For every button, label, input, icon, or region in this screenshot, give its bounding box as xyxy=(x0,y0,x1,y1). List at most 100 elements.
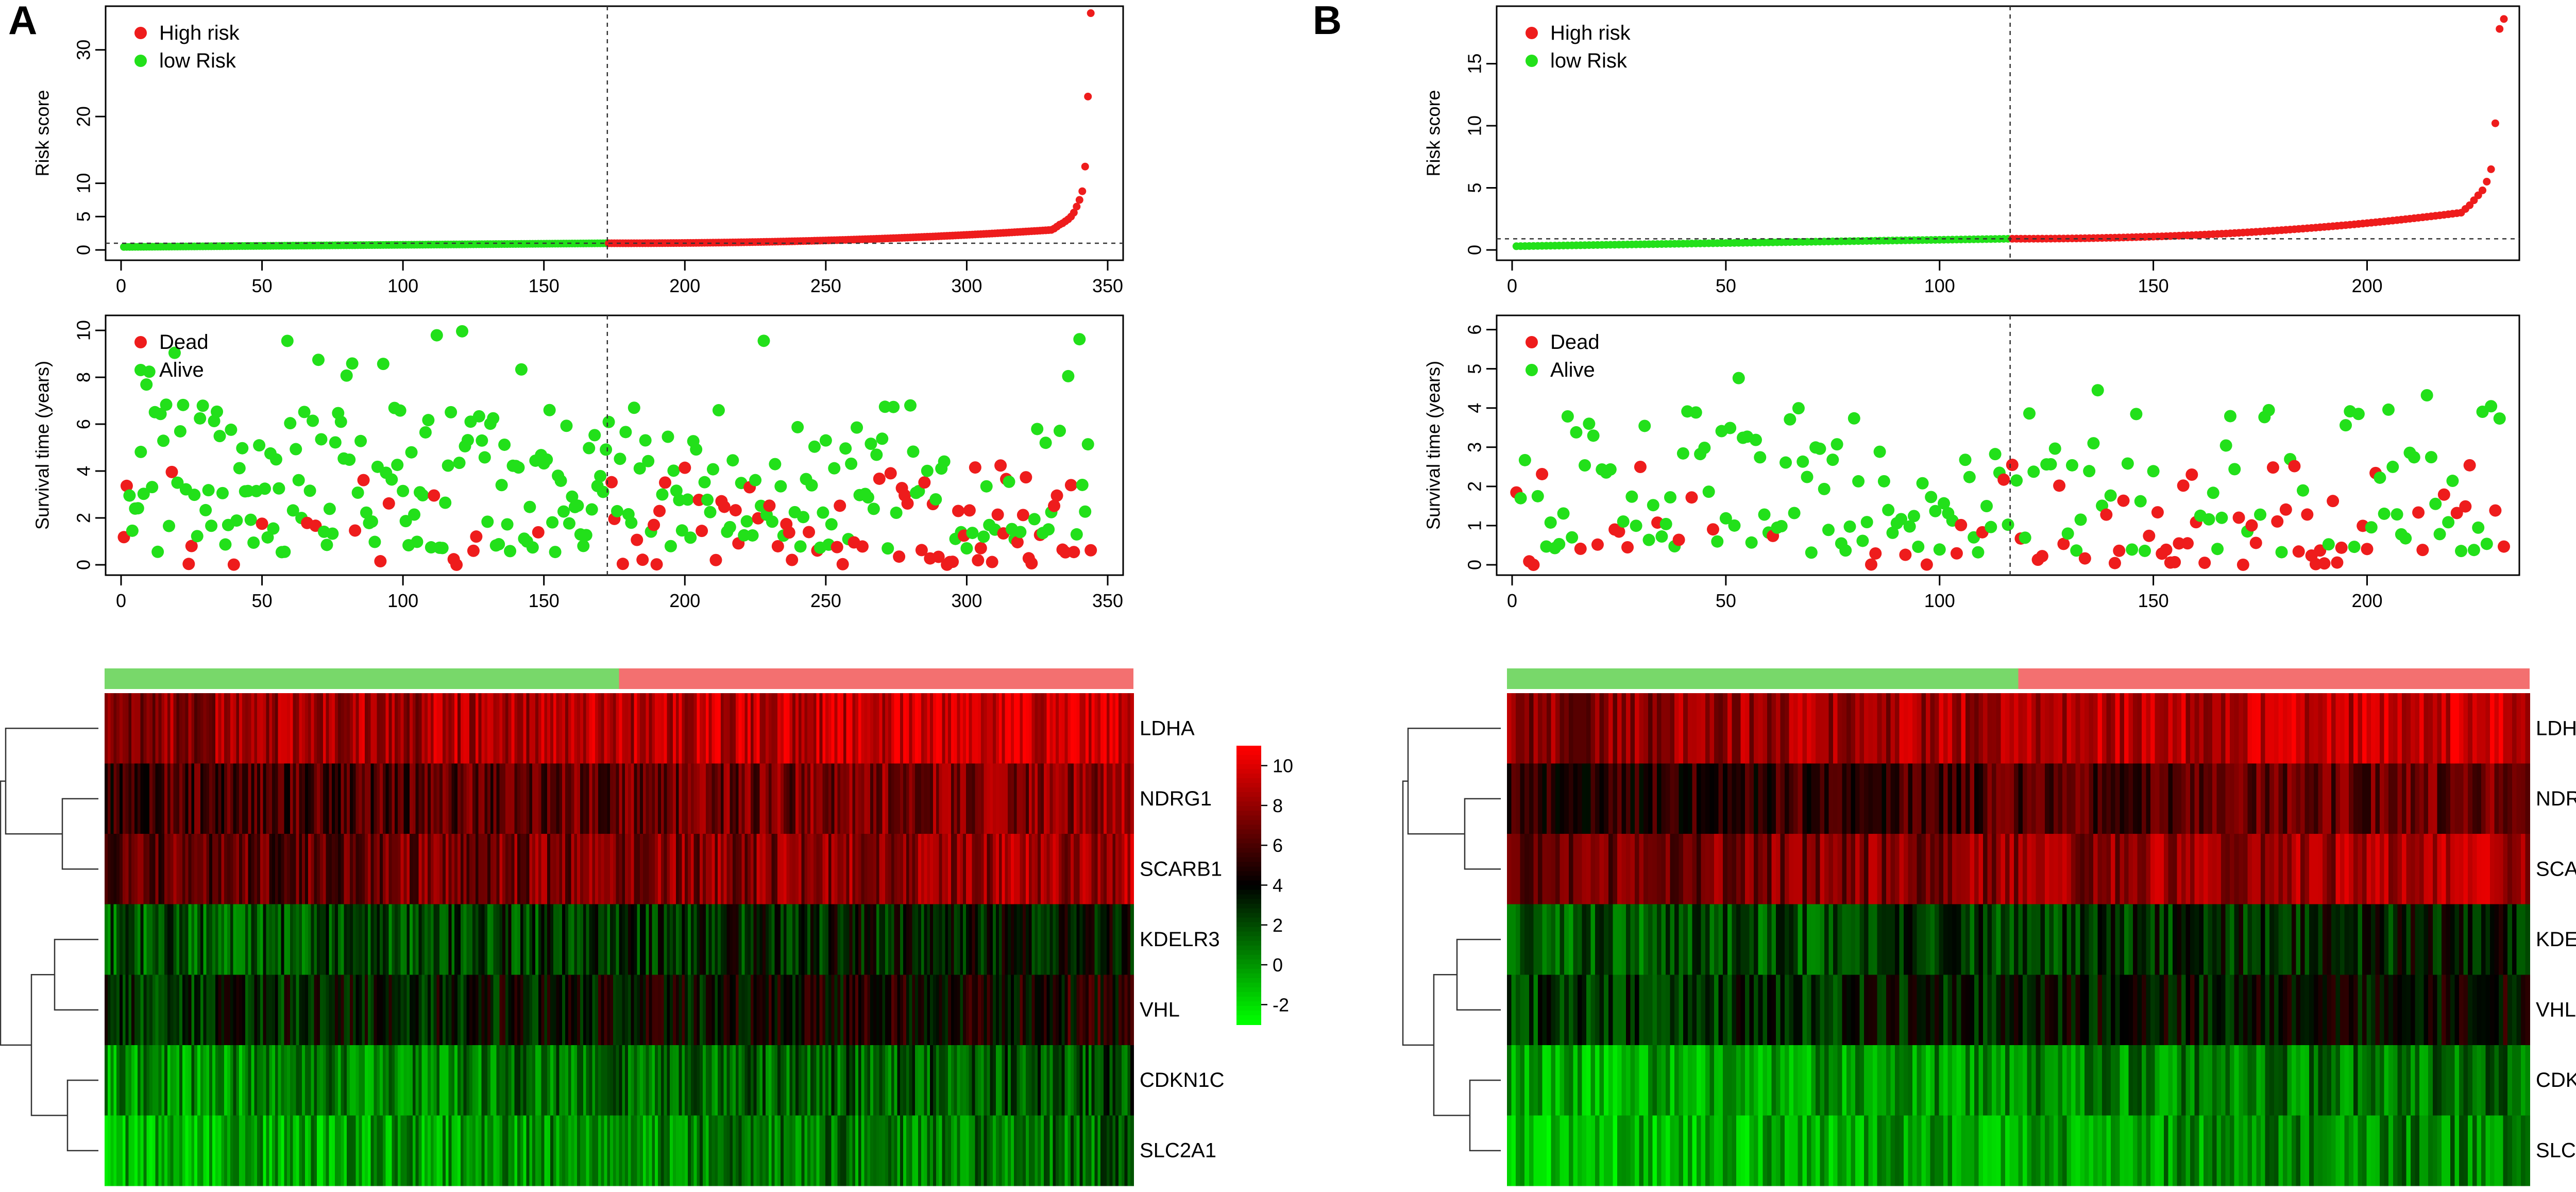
panel-b-heatmap-cell xyxy=(2318,763,2323,834)
panel-a-heatmap-cell xyxy=(589,975,593,1046)
panel-a-survival-point xyxy=(845,457,858,470)
panel-a-heatmap-cell xyxy=(610,975,614,1046)
panel-b-heatmap-cell xyxy=(2185,834,2191,905)
panel-b-heatmap-cell xyxy=(1978,763,1984,834)
panel-a-heatmap-cell xyxy=(496,1045,500,1116)
panel-a-heatmap-cell xyxy=(523,763,527,834)
panel-a-heatmap-cell xyxy=(490,1115,494,1186)
panel-a-heatmap-cell xyxy=(1008,904,1011,975)
panel-a-heatmap-cell xyxy=(170,975,174,1046)
panel-a-heatmap-cell xyxy=(1100,763,1104,834)
panel-a-heatmap-cell xyxy=(990,1115,993,1186)
panel-b-heatmap-cell xyxy=(2349,975,2354,1046)
panel-b-risk-frame xyxy=(1496,5,2520,261)
panel-a-heatmap-cell xyxy=(819,975,823,1046)
panel-a-heatmap-cell xyxy=(945,1045,948,1116)
panel-b-risk-legend-marker xyxy=(1526,55,1538,67)
panel-b-heatmap-cell xyxy=(2111,693,2116,764)
panel-a-heatmap-cell xyxy=(1058,693,1062,764)
panel-a-heatmap-cell xyxy=(571,904,575,975)
panel-a-heatmap-cell xyxy=(1038,1045,1041,1116)
panel-a-heatmap-cell xyxy=(433,834,437,905)
panel-b-heatmap-cell xyxy=(1877,834,1883,905)
panel-a-heatmap-cell xyxy=(188,1115,192,1186)
panel-a-heatmap-cell xyxy=(194,1045,198,1116)
panel-a-heatmap-cell xyxy=(1010,834,1014,905)
panel-b-heatmap-cell xyxy=(1648,904,1653,975)
panel-a-heatmap-cell xyxy=(209,1045,213,1116)
panel-b-heatmap-cell xyxy=(2013,904,2019,975)
panel-a-risk-legend-marker xyxy=(134,27,147,39)
panel-b-heatmap-cell xyxy=(2159,834,2164,905)
panel-a-heatmap-cell xyxy=(660,834,665,905)
panel-b-heatmap-cell xyxy=(2459,834,2464,905)
panel-b-heatmap-cell xyxy=(1930,693,1935,764)
panel-a-heatmap-cell xyxy=(1061,834,1065,905)
panel-a-heatmap-cell xyxy=(682,1045,686,1116)
panel-a-heatmap-cell xyxy=(365,904,368,975)
panel-b-heatmap-cell xyxy=(2181,834,2187,905)
panel-b-heatmap-cell xyxy=(1652,834,1657,905)
panel-a-heatmap-cell xyxy=(792,1045,796,1116)
panel-a-heatmap-cell xyxy=(221,904,225,975)
panel-a-heatmap-cell xyxy=(388,975,393,1046)
panel-b-heatmap-cell xyxy=(1674,975,1680,1046)
panel-b-heatmap-cell xyxy=(2406,834,2411,905)
panel-a-heatmap-cell xyxy=(631,975,635,1046)
panel-a-heatmap-cell xyxy=(670,1045,673,1116)
panel-b-heatmap-cell xyxy=(1564,834,1569,905)
panel-a-heatmap-cell xyxy=(266,1115,270,1186)
panel-a-heatmap-cell xyxy=(344,693,348,764)
panel-b-heatmap-cell xyxy=(1947,834,1953,905)
panel-a-heatmap-cell xyxy=(1035,1115,1039,1186)
panel-a-heatmap-cell xyxy=(469,1115,473,1186)
panel-a-heatmap-cell xyxy=(370,904,375,975)
panel-a-heatmap-cell xyxy=(203,693,207,764)
panel-a-survival-point xyxy=(1039,436,1052,449)
panel-a-survival-point xyxy=(146,481,159,494)
panel-a-survival-point xyxy=(374,555,387,568)
panel-b-heatmap-cell xyxy=(2397,763,2402,834)
panel-b-heatmap-cell xyxy=(1701,763,1706,834)
panel-a-heatmap-cell xyxy=(200,1115,204,1186)
panel-a-heatmap-cell xyxy=(1097,1045,1101,1116)
panel-a-heatmap-cell xyxy=(179,834,183,905)
panel-b-heatmap-cell xyxy=(1507,1045,1512,1116)
panel-b-heatmap-cell xyxy=(2256,693,2261,764)
panel-a-heatmap-cell xyxy=(789,1045,793,1116)
panel-a-survival-point xyxy=(219,538,232,551)
panel-b-heatmap-cell xyxy=(1785,975,1790,1046)
panel-a-heatmap-cell xyxy=(392,693,395,764)
panel-b-heatmap-cell xyxy=(2406,904,2411,975)
panel-a-survival-point xyxy=(938,455,951,468)
panel-a-survival-point xyxy=(385,473,398,486)
panel-a-heatmap-cell xyxy=(705,834,709,905)
panel-b-heatmap-cell xyxy=(2335,693,2341,764)
panel-a-heatmap-cell xyxy=(628,834,632,905)
panel-b-heatmap-cell xyxy=(2256,904,2261,975)
panel-a-heatmap-cell xyxy=(951,1045,955,1116)
panel-a-heatmap-cell xyxy=(909,975,913,1046)
panel-a-heatmap-cell xyxy=(915,693,919,764)
panel-a-heatmap-cell xyxy=(942,834,946,905)
panel-a-heatmap-cell xyxy=(768,1045,772,1116)
panel-b-heatmap-cell xyxy=(2181,975,2187,1046)
panel-a-heatmap-cell xyxy=(215,975,219,1046)
panel-a-heatmap-cell xyxy=(1100,904,1104,975)
panel-a-heatmap-cell xyxy=(948,763,952,834)
panel-a-heatmap-cell xyxy=(807,693,811,764)
panel-b-heatmap-cell xyxy=(2261,763,2266,834)
panel-a-survival-point xyxy=(1003,475,1015,488)
panel-a-heatmap-cell xyxy=(287,904,291,975)
panel-a-heatmap-cell xyxy=(185,693,189,764)
panel-a-heatmap-cell xyxy=(266,975,270,1046)
panel-a-heatmap-cell xyxy=(304,763,309,834)
panel-a-heatmap-cell xyxy=(637,1115,640,1186)
panel-a-heatmap-cell xyxy=(610,1045,614,1116)
panel-a-heatmap-cell xyxy=(945,834,948,905)
panel-b-heatmap-cell xyxy=(1643,1045,1649,1116)
panel-b-survival-point xyxy=(2130,408,2143,421)
panel-b-heatmap-cell xyxy=(1547,693,1552,764)
panel-a-heatmap-cell xyxy=(690,1045,694,1116)
panel-a-heatmap-cell xyxy=(819,1115,823,1186)
